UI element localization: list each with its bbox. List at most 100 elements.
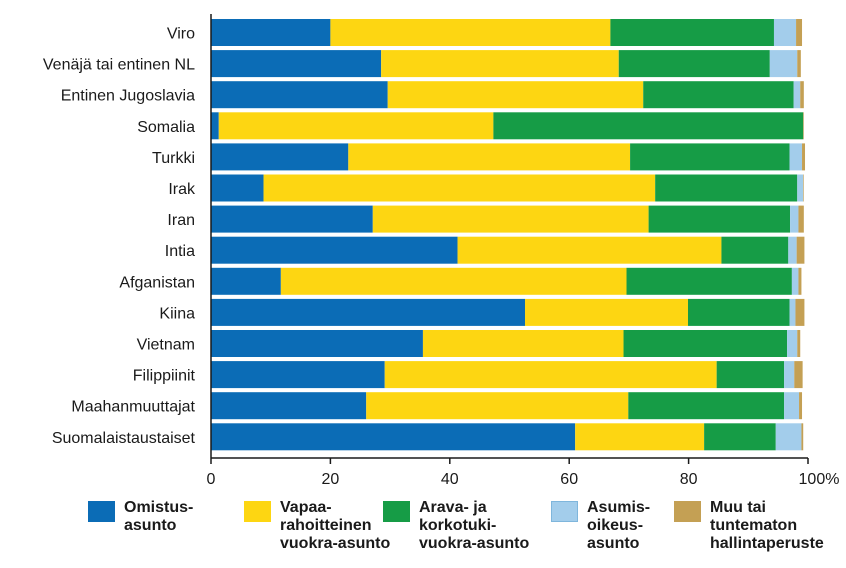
bar-segment-viro-s3 [610, 19, 774, 46]
bar-segment-kiina-s1 [211, 298, 526, 326]
bar-segment-afganistan-s4 [791, 267, 799, 295]
bar-segment-kiina-s5 [795, 298, 805, 326]
bar-segment-afganistan-s1 [211, 267, 281, 295]
stacked-bar-chart: Viro Venäjä tai entinen NL Entinen Jugosla… [43, 14, 840, 488]
legend-label-line: tuntematon [710, 517, 798, 534]
legend-item-arava: Arava- ja korkotuki-vuokra-asunto [383, 499, 529, 553]
bar-segment-entinen-jugoslavia-s4 [793, 81, 801, 109]
category-label: Somalia [137, 119, 195, 136]
bar-segment-kiina-s2 [525, 298, 689, 326]
legend-item-vapaarahoitteinen: Vapaa-rahoitteinen vuokra-asunto [244, 499, 390, 553]
bar-segment-filippiinit-s3 [716, 361, 785, 389]
bar-segment-somalia-s1 [211, 112, 219, 140]
category-label: Filippiinit [133, 368, 196, 385]
category-label: Viro [167, 26, 195, 43]
bar-segment-iran-s1 [211, 205, 373, 233]
legend-swatch [674, 501, 701, 522]
bar-segment-maahanmuuttajat-s1 [211, 392, 367, 420]
x-axis-ticks: 0 20 40 60 80 100% [207, 458, 840, 488]
bar-segment-suomalaistaustaiset-s2 [575, 423, 705, 451]
category-label: Venäjä tai entinen NL [43, 57, 195, 74]
bar-segment-intia-s4 [788, 236, 797, 264]
bar-segment-intia-s2 [457, 236, 722, 264]
category-label: Kiina [159, 305, 195, 322]
bar-segment-venäjä-tai-entinen-nl-s2 [381, 50, 619, 78]
x-tick-label: 80 [680, 471, 698, 488]
category-label: Suomalaistaustaiset [52, 430, 196, 447]
bar-segment-suomalaistaustaiset-s5 [801, 423, 804, 451]
bar-segment-filippiinit-s1 [211, 361, 385, 389]
bar-segment-venäjä-tai-entinen-nl-s4 [769, 50, 798, 78]
legend-label: Omistus-asunto [124, 499, 193, 535]
legend-item-asumisoikeus: Asumis-oikeus-asunto [551, 499, 650, 553]
bar-segment-vietnam-s3 [623, 330, 788, 357]
category-label: Maahanmuuttajat [71, 399, 195, 416]
legend-item-muu: Muu tai tuntematon hallintaperuste [674, 499, 824, 553]
bar-segment-vietnam-s4 [787, 330, 798, 357]
bar-segment-entinen-jugoslavia-s3 [643, 81, 794, 109]
bar-segment-filippiinit-s2 [384, 361, 717, 389]
x-tick-label: 0 [207, 471, 216, 488]
bar-segment-turkki-s5 [802, 143, 806, 171]
legend-label-line: Asumis- [587, 499, 651, 516]
bar-segment-viro-s4 [773, 19, 797, 46]
bar-segment-vietnam-s5 [797, 330, 801, 357]
bar-segment-irak-s4 [797, 174, 804, 202]
legend-label: Arava- ja korkotuki-vuokra-asunto [419, 499, 529, 553]
bar-segment-viro-s1 [211, 19, 331, 46]
x-tick-label: 40 [441, 471, 459, 488]
bar-segment-venäjä-tai-entinen-nl-s5 [797, 50, 801, 78]
bar-segment-irak-s2 [263, 174, 656, 202]
bar-segment-iran-s3 [648, 205, 791, 233]
bar-segment-afganistan-s5 [798, 267, 802, 295]
category-label: Vietnam [137, 337, 195, 354]
x-tick-label: 100% [799, 471, 840, 488]
bar-segment-turkki-s4 [789, 143, 803, 171]
bar-segment-intia-s5 [796, 236, 805, 264]
bar-segment-iran-s5 [798, 205, 804, 233]
legend-label-line: vuokra-asunto [280, 535, 391, 552]
bar-segment-viro-s5 [796, 19, 803, 46]
bar-segment-irak-s3 [655, 174, 798, 202]
legend-label-line: Vapaa- [280, 499, 332, 516]
category-label: Afganistan [119, 274, 195, 291]
legend-label-line: asunto [124, 517, 177, 534]
bar-segment-entinen-jugoslavia-s2 [387, 81, 644, 109]
category-label: Irak [168, 181, 196, 198]
bar-segment-entinen-jugoslavia-s5 [800, 81, 804, 109]
bar-segment-afganistan-s2 [280, 267, 627, 295]
bar-segment-kiina-s3 [688, 298, 790, 326]
bar-segment-maahanmuuttajat-s4 [784, 392, 800, 420]
legend-label-line: Muu tai [710, 499, 766, 516]
bar-segment-turkki-s1 [211, 143, 349, 171]
bar-segment-turkki-s2 [348, 143, 631, 171]
bar-segment-maahanmuuttajat-s3 [628, 392, 785, 420]
bar-segment-venäjä-tai-entinen-nl-s3 [618, 50, 770, 78]
legend-label-line: vuokra-asunto [419, 535, 530, 552]
legend-swatch [383, 501, 410, 522]
bar-segment-suomalaistaustaiset-s4 [775, 423, 802, 451]
legend-label-line: Omistus- [124, 499, 194, 516]
bar-segment-intia-s3 [721, 236, 789, 264]
bar-segment-iran-s2 [372, 205, 649, 233]
bar-segment-viro-s2 [330, 19, 611, 46]
bar-segment-afganistan-s3 [626, 267, 792, 295]
bar-segment-kiina-s4 [789, 298, 796, 326]
legend-label-line: oikeus- [587, 517, 644, 534]
bar-segment-iran-s4 [790, 205, 799, 233]
category-label: Iran [167, 212, 195, 229]
bar-segment-maahanmuuttajat-s2 [366, 392, 629, 420]
legend-label: Asumis-oikeus-asunto [587, 499, 650, 553]
bar-segment-maahanmuuttajat-s5 [799, 392, 803, 420]
legend-label: Vapaa-rahoitteinen vuokra-asunto [280, 499, 390, 553]
bar-segment-turkki-s3 [630, 143, 790, 171]
legend-swatch [551, 501, 578, 522]
bar-segment-irak-s5 [803, 174, 804, 202]
legend-label-line: rahoitteinen [280, 517, 372, 534]
bars-layer [211, 19, 806, 451]
category-label: Turkki [152, 150, 195, 167]
bar-segment-vietnam-s2 [422, 330, 624, 357]
bar-segment-intia-s1 [211, 236, 458, 264]
category-label: Entinen Jugoslavia [61, 88, 195, 105]
x-tick-label: 60 [560, 471, 578, 488]
